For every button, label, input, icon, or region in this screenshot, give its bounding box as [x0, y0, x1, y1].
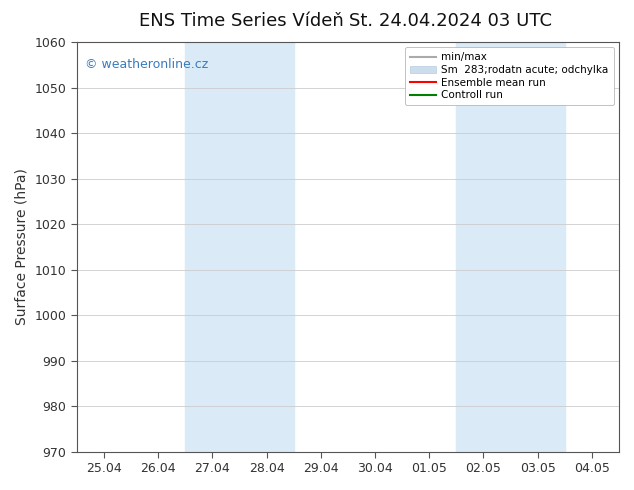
Text: ENS Time Series Vídeň: ENS Time Series Vídeň: [139, 12, 343, 30]
Legend: min/max, Sm  283;rodatn acute; odchylka, Ensemble mean run, Controll run: min/max, Sm 283;rodatn acute; odchylka, …: [405, 47, 614, 105]
Bar: [456, 42, 565, 452]
Text: © weatheronline.cz: © weatheronline.cz: [85, 58, 208, 72]
Bar: [185, 42, 294, 452]
Y-axis label: Surface Pressure (hPa): Surface Pressure (hPa): [15, 169, 29, 325]
Text: St. 24.04.2024 03 UTC: St. 24.04.2024 03 UTC: [349, 12, 552, 30]
